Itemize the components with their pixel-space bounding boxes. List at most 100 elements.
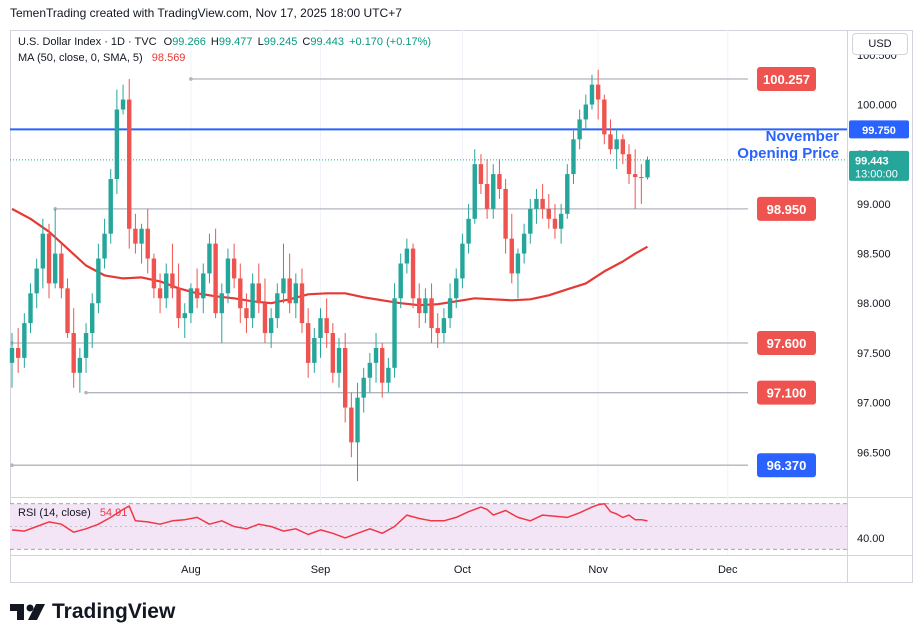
candle-body: [386, 367, 391, 383]
rsi-pane: 40.00: [10, 502, 885, 550]
rsi-line: [11, 502, 648, 539]
moving-average: [11, 207, 649, 307]
candle-body: [213, 243, 218, 314]
tradingview-logo-icon: [10, 604, 45, 620]
candle-body: [423, 298, 428, 314]
candle-body: [355, 397, 360, 443]
rsi-value: 54.91: [99, 507, 128, 519]
candle-body: [96, 258, 101, 304]
price-tick-label: 96.500: [857, 447, 891, 459]
candle-body: [219, 293, 224, 314]
november-opening-annotation: November Opening Price: [720, 128, 839, 162]
level-label-text: 100.257: [763, 72, 810, 87]
time-tick-label: Nov: [588, 564, 608, 576]
candle-body: [9, 347, 15, 363]
level-anchor: [84, 390, 88, 395]
candle-body: [133, 228, 138, 244]
price-tick-label: 100.000: [857, 100, 897, 112]
brand-name: TradingView: [52, 600, 176, 623]
candles: [9, 69, 650, 482]
ma-legend: MA (50, close, 0, SMA, 5) 98.569: [18, 52, 187, 64]
candle-body: [102, 233, 107, 259]
candle-body: [182, 313, 187, 319]
countdown-axis-text: 13:00:00: [855, 168, 898, 180]
november-open-axis-label: [849, 120, 909, 139]
candle-body: [207, 243, 212, 274]
low-label: L: [257, 36, 264, 48]
candle-body: [441, 318, 447, 334]
level-label-text: 96.370: [767, 458, 807, 473]
level-anchor: [10, 463, 14, 468]
candle-body: [77, 357, 83, 373]
candle-body: [417, 298, 422, 314]
candle-body: [571, 139, 576, 175]
candle-body: [281, 278, 286, 294]
time-tick-label: Aug: [181, 564, 201, 576]
high-value: 99.477: [218, 36, 253, 48]
level-label-text: 97.600: [767, 336, 807, 351]
candle-body: [484, 184, 490, 209]
candle-body: [361, 377, 366, 398]
open-value: 99.266: [172, 36, 206, 48]
candle-body: [404, 248, 410, 264]
candle-body: [15, 347, 21, 358]
candle-body: [497, 174, 502, 189]
candle-body: [336, 347, 342, 373]
candle-body: [515, 253, 521, 274]
tradingview-logo: TradingView: [10, 600, 175, 624]
candle-body: [528, 208, 533, 234]
candle-body: [65, 288, 70, 334]
candle-body: [540, 198, 545, 209]
candle-body: [59, 253, 64, 289]
rsi-tick-label: 40.00: [857, 533, 885, 545]
candle-body: [293, 283, 299, 304]
candle-body: [534, 198, 539, 209]
candle-body: [34, 268, 39, 294]
rsi-legend: RSI (14, close) 54.91: [18, 507, 129, 519]
candle-body: [380, 347, 385, 383]
candle-body: [201, 273, 206, 299]
candle-body: [231, 258, 237, 279]
close-label: C: [302, 36, 311, 48]
open-label: O: [163, 36, 173, 48]
candle-body: [435, 328, 440, 334]
candle-body: [46, 233, 52, 284]
ma-value: 98.569: [151, 52, 186, 64]
candle-body: [170, 273, 175, 289]
price-tick-label: 98.000: [857, 298, 891, 310]
symbol-legend: U.S. Dollar Index · 1D · TVC O99.266 H99…: [18, 36, 433, 48]
time-tick-label: Oct: [454, 564, 471, 576]
candle-body: [262, 303, 268, 334]
annotation-line-2: Opening Price: [737, 145, 839, 162]
candle-body: [342, 347, 348, 408]
candle-body: [330, 333, 336, 373]
chart-credit: TemenTrading created with TradingView.co…: [10, 6, 402, 20]
candle-body: [546, 208, 551, 219]
symbol-name: U.S. Dollar Index · 1D · TVC: [18, 36, 157, 48]
ma-label: MA (50, close, 0, SMA, 5): [18, 52, 143, 64]
level-label-box: [757, 453, 816, 478]
price-axis: 96.50097.00097.50098.00098.50099.00099.5…: [849, 50, 909, 459]
candle-body: [595, 84, 601, 100]
candle-body: [40, 233, 46, 269]
candle-body: [164, 273, 169, 299]
candle-body: [127, 99, 132, 229]
currency-label: USD: [868, 38, 892, 50]
candle-body: [120, 99, 126, 110]
candle-body: [589, 84, 595, 105]
candle-body: [558, 213, 564, 229]
currency-selector[interactable]: USD: [852, 33, 908, 55]
rsi-label: RSI (14, close): [18, 507, 91, 519]
candle-body: [620, 139, 626, 155]
candle-body: [256, 283, 261, 304]
low-value: 99.245: [263, 36, 298, 48]
candle-body: [268, 318, 274, 334]
candle-body: [22, 323, 27, 358]
candle-body: [250, 283, 255, 319]
candle-body: [238, 278, 243, 309]
annotation-line-1: November: [765, 128, 839, 145]
candle-body: [614, 139, 619, 150]
price-tick-label: 97.000: [857, 398, 891, 410]
candle-body: [299, 283, 305, 324]
